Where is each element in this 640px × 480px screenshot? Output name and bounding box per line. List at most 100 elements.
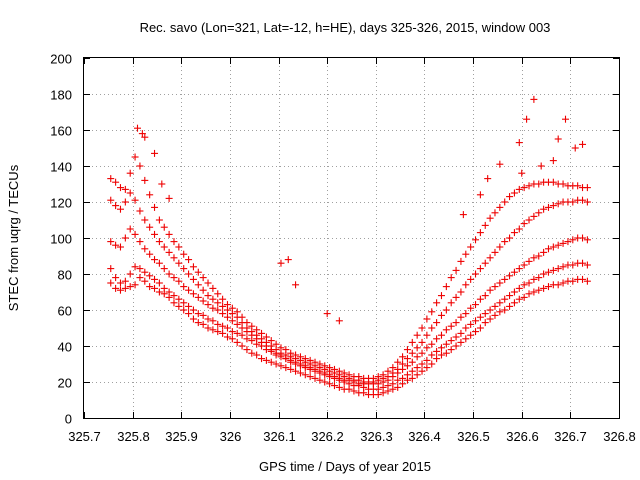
data-point-arc-1 <box>583 277 591 285</box>
data-point-arc-4 <box>131 196 139 204</box>
data-point-outlier <box>496 160 504 168</box>
data-point-arc-2 <box>530 275 538 283</box>
data-point-arc-2 <box>175 295 183 303</box>
data-point-arc-3 <box>146 250 154 258</box>
data-point-arc-3 <box>116 243 124 251</box>
data-point-arc-5 <box>467 243 475 251</box>
data-point-arc-5 <box>433 299 441 307</box>
data-point-arc-5 <box>301 355 309 363</box>
data-point-arc-5 <box>165 230 173 238</box>
x-axis-label: GPS time / Days of year 2015 <box>259 459 431 474</box>
data-point-arc-3 <box>185 286 193 294</box>
data-point-arc-3 <box>151 256 159 264</box>
data-point-arc-2 <box>540 270 548 278</box>
data-point-arc-1 <box>282 364 290 372</box>
data-point-arc-1 <box>316 376 324 384</box>
data-point-arc-2 <box>501 295 509 303</box>
y-tick-label: 180 <box>50 88 72 103</box>
y-tick-label: 100 <box>50 232 72 247</box>
data-point-arc-5 <box>151 203 159 211</box>
data-point-arc-2 <box>131 263 139 271</box>
data-point-outlier <box>459 211 467 219</box>
data-point-arc-5 <box>112 178 120 186</box>
x-tick-label: 325.8 <box>117 429 150 444</box>
data-point-arc-2 <box>496 299 504 307</box>
data-point-arc-2 <box>204 315 212 323</box>
data-point-arc-1 <box>141 277 149 285</box>
data-point-arc-1 <box>559 279 567 287</box>
data-point-arc-1 <box>481 319 489 327</box>
data-point-arc-1 <box>238 342 246 350</box>
data-point-arc-5 <box>394 358 402 366</box>
data-point-arc-2 <box>437 344 445 352</box>
data-point-arc-1 <box>491 311 499 319</box>
data-point-outlier <box>515 139 523 147</box>
data-point-arc-2 <box>423 356 431 364</box>
data-point-arc-2 <box>506 292 514 300</box>
x-tick-label: 326.1 <box>263 429 296 444</box>
data-point-arc-5 <box>476 229 484 237</box>
data-point-arc-1 <box>408 374 416 382</box>
data-point-arc-1 <box>506 302 514 310</box>
data-point-outlier <box>134 124 141 132</box>
data-point-arc-3 <box>540 248 548 256</box>
data-point-arc-3 <box>428 340 436 348</box>
data-point-arc-2 <box>141 268 149 276</box>
data-point-arc-1 <box>311 374 319 382</box>
data-point-arc-3 <box>457 313 465 321</box>
data-point-arc-3 <box>544 245 552 253</box>
data-point-arc-2 <box>452 333 460 341</box>
y-tick-label: 40 <box>58 340 72 355</box>
data-point-arc-5 <box>189 263 197 271</box>
data-point-arc-4 <box>544 203 552 211</box>
x-tick-label: 326.8 <box>603 429 636 444</box>
data-point-arc-1 <box>301 371 309 379</box>
x-tick-label: 325.9 <box>165 429 198 444</box>
data-point-arc-1 <box>214 328 222 336</box>
data-point-arc-5 <box>506 193 514 201</box>
data-point-arc-5 <box>316 360 324 368</box>
data-point-arc-1 <box>321 378 329 386</box>
data-point-arc-1 <box>287 365 295 373</box>
data-point-arc-1 <box>185 310 193 318</box>
y-tick-label: 140 <box>50 160 72 175</box>
data-point-arc-5 <box>287 349 295 357</box>
data-point-arc-2 <box>233 329 241 337</box>
data-point-arc-5 <box>204 279 212 287</box>
data-point-arc-5 <box>126 169 134 177</box>
data-point-arc-5 <box>330 365 338 373</box>
data-point-arc-5 <box>452 266 460 274</box>
data-point-arc-5 <box>199 274 207 282</box>
data-point-arc-1 <box>569 277 577 285</box>
data-point-arc-4 <box>452 293 460 301</box>
data-point-arc-4 <box>535 209 543 217</box>
data-point-arc-3 <box>501 275 509 283</box>
data-point-arc-5 <box>520 184 528 192</box>
data-point-arc-1 <box>155 288 163 296</box>
data-point-arc-5 <box>243 319 251 327</box>
data-point-outlier <box>530 95 538 103</box>
data-point-arc-4 <box>515 225 523 233</box>
data-point-outlier <box>579 140 587 148</box>
data-point-arc-4 <box>579 196 587 204</box>
data-point-arc-1 <box>219 329 227 337</box>
data-point-arc-3 <box>170 274 178 282</box>
data-point-arc-2 <box>399 374 407 382</box>
data-point-arc-4 <box>180 265 188 273</box>
data-point-arc-5 <box>525 182 533 190</box>
data-point-arc-3 <box>481 292 489 300</box>
data-point-arc-3 <box>418 349 426 357</box>
data-point-arc-3 <box>472 301 480 309</box>
data-point-arc-1 <box>418 367 426 375</box>
data-point-arc-3 <box>204 301 212 309</box>
data-point-arc-4 <box>403 355 411 363</box>
data-point-arc-4 <box>413 344 421 352</box>
data-point-arc-1 <box>515 295 523 303</box>
data-point-outlier <box>323 310 331 318</box>
data-point-arc-1 <box>457 338 465 346</box>
data-point-arc-4 <box>136 207 144 215</box>
data-point-arc-2 <box>481 310 489 318</box>
data-point-arc-5 <box>447 274 455 282</box>
data-point-arc-2 <box>554 265 562 273</box>
data-point-arc-5 <box>228 304 236 312</box>
